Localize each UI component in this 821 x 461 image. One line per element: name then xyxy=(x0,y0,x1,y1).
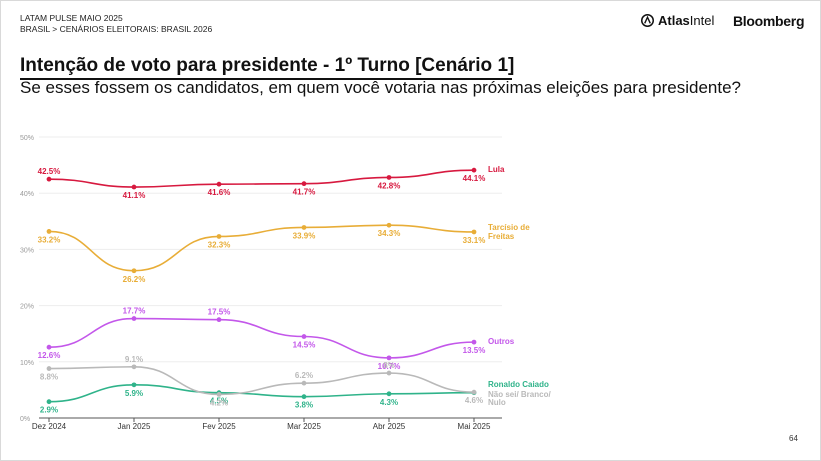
data-label: 44.1% xyxy=(463,174,486,183)
data-label: 5.9% xyxy=(125,389,143,398)
data-label: 3.8% xyxy=(295,401,313,410)
data-label: 14.5% xyxy=(293,341,316,350)
x-tick-label: Jan 2025 xyxy=(118,422,151,431)
y-tick-label: 10% xyxy=(20,360,34,367)
x-tick-label: Dez 2024 xyxy=(32,422,67,431)
data-label: 33.2% xyxy=(38,235,61,244)
data-point xyxy=(301,181,307,187)
data-label: 17.7% xyxy=(123,307,146,316)
data-point xyxy=(301,225,307,230)
data-label: 10.7% xyxy=(378,362,401,371)
x-tick-label: Abr 2025 xyxy=(373,422,406,431)
legend-label: Tarcísio de Freitas xyxy=(488,223,530,241)
legend-label: Lula xyxy=(488,165,505,174)
data-point xyxy=(216,317,222,323)
data-label: 4.2% xyxy=(210,398,228,407)
data-point xyxy=(131,316,137,321)
data-label: 26.2% xyxy=(123,275,146,284)
data-label: 9.1% xyxy=(125,355,143,364)
data-label: 4.5% xyxy=(210,397,228,406)
atlasintel-logo-icon xyxy=(641,14,654,27)
data-label: 12.6% xyxy=(38,351,61,360)
series-line-n-o-sei-branco-nulo xyxy=(48,366,475,396)
title-underline xyxy=(20,78,512,80)
legend-label: Não sei/ Branco/Nulo xyxy=(488,390,551,407)
data-label: 13.5% xyxy=(463,346,486,355)
data-point xyxy=(386,355,392,361)
data-point xyxy=(46,399,52,405)
data-label: 6.2% xyxy=(295,371,313,380)
data-point xyxy=(301,394,307,400)
atlasintel-logo-light: Intel xyxy=(689,13,715,28)
data-point xyxy=(301,334,307,339)
data-label: 17.5% xyxy=(208,308,231,317)
data-label: 4.3% xyxy=(380,398,398,407)
legend-label: Outros xyxy=(488,337,515,346)
data-label: 32.3% xyxy=(208,240,231,249)
data-point xyxy=(46,176,52,182)
data-label: 42.5% xyxy=(38,167,61,176)
data-point xyxy=(471,389,477,395)
bloomberg-logo: Bloomberg xyxy=(733,13,805,29)
series-line-tarc-sio-de-freitas xyxy=(48,224,475,272)
report-breadcrumb: BRASIL > CENÁRIOS ELEITORAIS: BRASIL 202… xyxy=(20,24,213,34)
data-label: 8% xyxy=(383,361,395,370)
data-label: 42.8% xyxy=(378,181,401,190)
data-label: 2.9% xyxy=(40,406,58,415)
data-point xyxy=(386,175,392,180)
page-title: Intenção de voto para presidente - 1º Tu… xyxy=(20,55,515,76)
data-label: 33.9% xyxy=(293,231,316,240)
data-point xyxy=(471,339,477,345)
y-tick-label: 40% xyxy=(20,191,34,198)
report-series-label: LATAM PULSE MAIO 2025 xyxy=(20,13,123,23)
data-point xyxy=(131,382,137,388)
data-point xyxy=(216,181,222,187)
atlasintel-logo: AtlasIntel xyxy=(641,13,714,28)
data-point xyxy=(46,366,52,371)
data-point xyxy=(216,234,222,239)
data-label: 33.1% xyxy=(463,236,486,245)
x-tick-label: Mai 2025 xyxy=(458,422,491,431)
x-tick-label: Mar 2025 xyxy=(287,422,321,431)
data-point xyxy=(46,344,52,350)
data-point xyxy=(471,167,477,173)
data-point xyxy=(386,370,392,376)
data-point xyxy=(386,391,392,397)
data-label: 34.3% xyxy=(378,229,401,238)
data-point xyxy=(131,184,137,190)
data-point xyxy=(131,364,137,370)
data-label: 41.1% xyxy=(123,191,146,200)
data-label: 41.6% xyxy=(208,188,231,197)
x-tick-label: Fev 2025 xyxy=(202,422,236,431)
data-label: 41.7% xyxy=(293,188,316,197)
data-point xyxy=(131,268,137,274)
report-header: LATAM PULSE MAIO 2025 BRASIL > CENÁRIOS … xyxy=(20,13,212,35)
y-tick-label: 0% xyxy=(20,416,30,423)
series-line-outros xyxy=(48,317,475,359)
y-tick-label: 30% xyxy=(20,247,34,254)
series-line-lula xyxy=(48,169,475,188)
data-point xyxy=(301,380,307,386)
data-label: 4.6% xyxy=(465,396,483,405)
page-number: 64 xyxy=(789,434,798,443)
series-line-ronaldo-caiado xyxy=(48,384,475,403)
data-point xyxy=(46,229,52,234)
data-point xyxy=(471,229,477,235)
legend-label: Ronaldo Caiado xyxy=(488,380,549,389)
data-label: 8.8% xyxy=(40,373,58,382)
data-point xyxy=(216,391,222,397)
y-tick-label: 20% xyxy=(20,304,34,311)
y-tick-label: 50% xyxy=(20,135,34,142)
page-subtitle: Se esses fossem os candidatos, em quem v… xyxy=(20,78,741,97)
data-point xyxy=(386,222,392,228)
atlasintel-logo-bold: Atlas xyxy=(658,13,690,28)
